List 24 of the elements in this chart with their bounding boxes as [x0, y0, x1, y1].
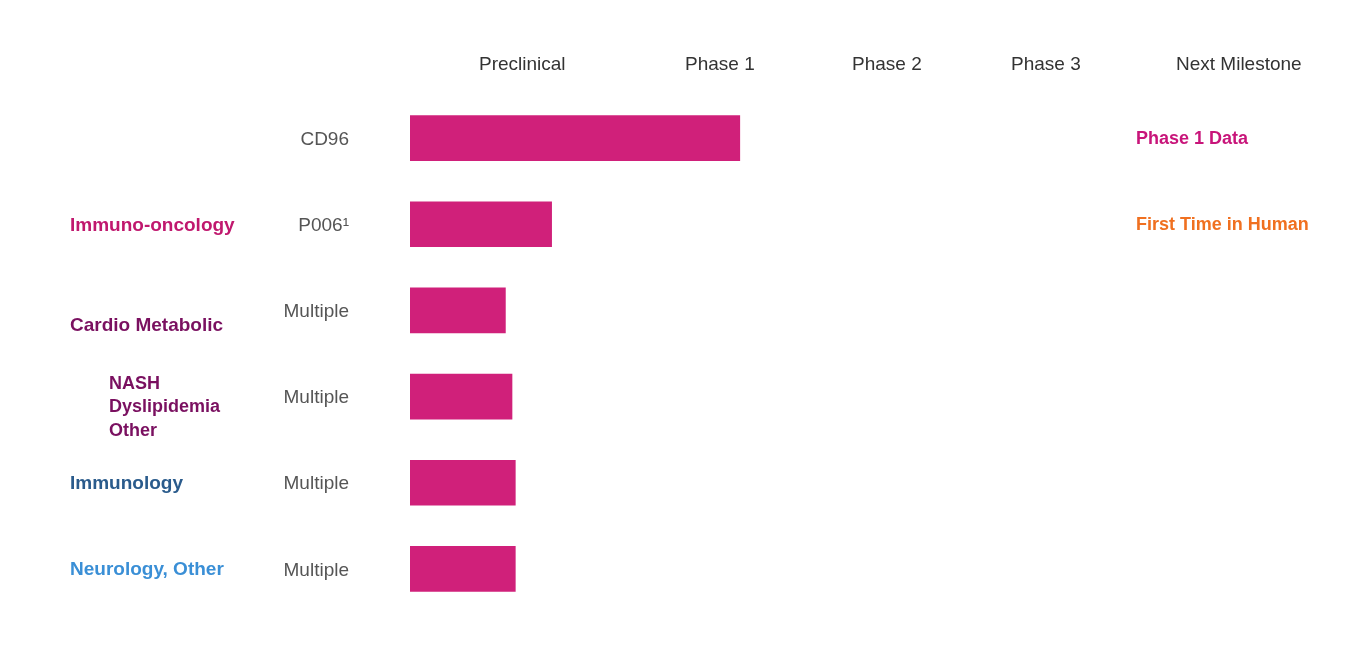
bar	[410, 201, 552, 248]
text: First Time in Human	[1136, 214, 1309, 234]
y-tick-label: P006¹	[298, 213, 349, 235]
y-tick-label: Multiple	[283, 386, 349, 408]
text: Preclinical	[479, 53, 566, 74]
text: Phase 2	[852, 53, 922, 74]
y-tick-label: Multiple	[283, 558, 349, 580]
text: Immuno-oncology	[70, 214, 236, 235]
bar	[410, 546, 516, 592]
bar	[410, 373, 513, 420]
text: Phase 1	[685, 53, 755, 74]
text: Phase 1 Data	[1136, 128, 1250, 148]
bar	[410, 459, 516, 506]
text: Neurology, Other	[70, 558, 225, 579]
text: Phase 3	[1011, 53, 1081, 74]
text: Cardio Metabolic	[70, 314, 224, 335]
text: Immunology	[70, 472, 184, 493]
y-tick-label: Multiple	[283, 472, 349, 494]
bar	[410, 287, 506, 334]
text: Next Milestone	[1176, 53, 1302, 74]
y-tick-label: CD96	[300, 127, 349, 149]
bar	[410, 115, 741, 161]
text: NASH Dyslipidemia Other	[109, 373, 222, 440]
y-tick-label: Multiple	[283, 300, 349, 322]
